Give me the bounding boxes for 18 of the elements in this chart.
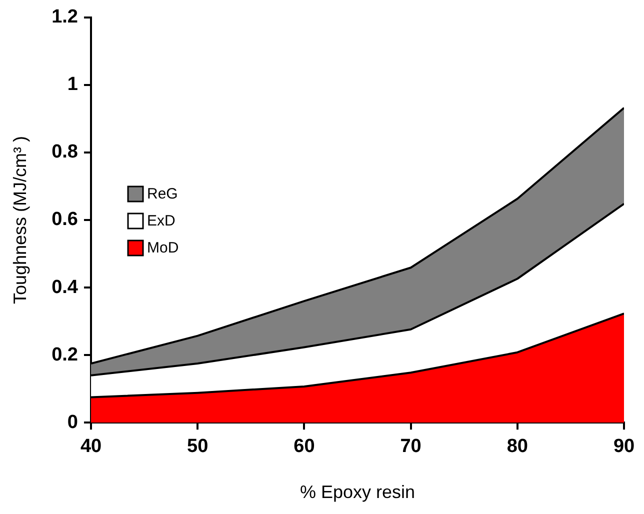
x-tick-label: 50 <box>187 436 208 458</box>
y-tick-label: 0.6 <box>52 209 78 230</box>
y-tick-label: 1 <box>67 74 78 96</box>
y-tick-label: 0 <box>67 412 78 433</box>
y-tick-label: 0.2 <box>52 344 78 366</box>
y-tick-label: 0.8 <box>52 142 78 163</box>
y-axis-title: Toughness (MJ/cm³ ) <box>10 136 30 304</box>
legend-label: ExD <box>147 212 176 230</box>
y-tick-label: 0.4 <box>52 276 78 298</box>
x-tick-label: 90 <box>613 436 635 458</box>
x-tick-label: 80 <box>506 436 528 458</box>
x-tick-label: 60 <box>294 436 315 458</box>
x-tick-label: 40 <box>80 436 102 458</box>
legend-label: ReG <box>147 186 178 203</box>
legend-label: MoD <box>147 240 179 257</box>
x-tick-label: 70 <box>400 436 422 458</box>
x-axis-title: % Epoxy resin <box>300 482 416 502</box>
y-tick-label: 1.2 <box>52 6 78 28</box>
